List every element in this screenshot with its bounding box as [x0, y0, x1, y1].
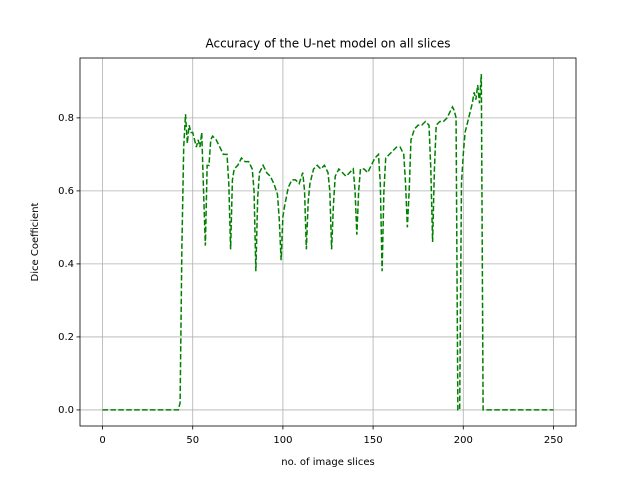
- y-tick-label: 0.6: [58, 186, 74, 197]
- x-tick-label: 200: [454, 435, 473, 446]
- y-axis-label: Dice Coefficient: [30, 202, 41, 281]
- x-axis-label: no. of image slices: [281, 457, 374, 468]
- y-tick-label: 0.8: [58, 113, 74, 124]
- x-tick-label: 100: [273, 435, 292, 446]
- chart-title: Accuracy of the U-net model on all slice…: [205, 37, 450, 51]
- x-tick-label: 150: [364, 435, 383, 446]
- data-line: [102, 74, 554, 411]
- x-tick-label: 50: [186, 435, 199, 446]
- y-tick-label: 0.2: [58, 332, 74, 343]
- plot-frame: [79, 57, 577, 427]
- y-tick-label: 0.0: [58, 405, 74, 416]
- x-tick-label: 250: [544, 435, 563, 446]
- x-tick-label: 0: [99, 435, 105, 446]
- y-tick-label: 0.4: [58, 259, 74, 270]
